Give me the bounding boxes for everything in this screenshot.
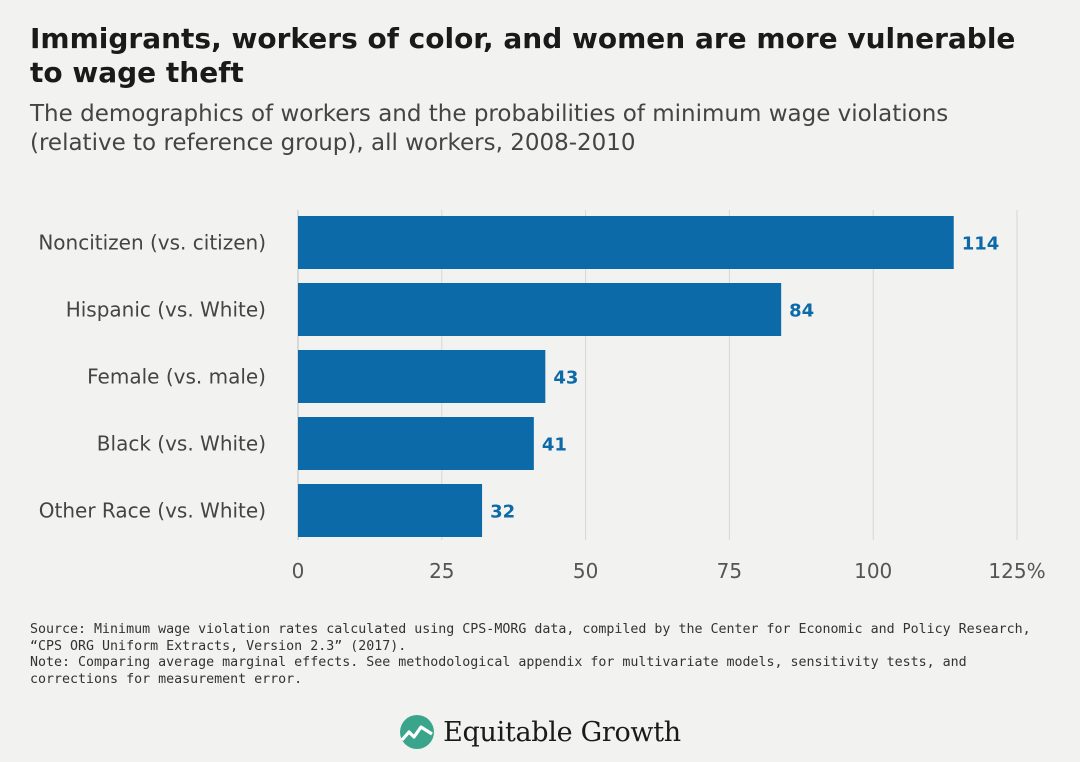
- category-label: Hispanic (vs. White): [66, 298, 266, 322]
- x-tick-label: 75: [717, 559, 742, 583]
- x-tick-label: 125%: [988, 559, 1045, 583]
- category-label: Black (vs. White): [97, 432, 266, 456]
- chart-notes: Source: Minimum wage violation rates cal…: [30, 622, 1050, 688]
- chart-title: Immigrants, workers of color, and women …: [30, 22, 1016, 89]
- category-label: Other Race (vs. White): [39, 499, 266, 523]
- data-label: 32: [490, 502, 515, 523]
- bar: [298, 484, 483, 537]
- x-tick-label: 25: [429, 559, 454, 583]
- methodology-note: Note: Comparing average marginal effects…: [30, 655, 967, 687]
- bars: [298, 216, 954, 537]
- bar: [298, 350, 546, 403]
- x-tick-label: 0: [292, 559, 305, 583]
- category-labels: Noncitizen (vs. citizen) Hispanic (vs. Wh…: [38, 231, 266, 523]
- x-axis-ticks: 0 25 50 75 100 125%: [292, 559, 1046, 583]
- data-label: 41: [542, 435, 567, 456]
- data-label: 114: [962, 234, 1000, 255]
- source-note: Source: Minimum wage violation rates cal…: [30, 622, 1031, 654]
- logo: Equitable Growth: [0, 714, 1080, 750]
- bar-chart: Noncitizen (vs. citizen) Hispanic (vs. Wh…: [38, 210, 1046, 583]
- x-tick-label: 100: [854, 559, 892, 583]
- chart-subtitle: The demographics of workers and the prob…: [30, 101, 949, 156]
- bar: [298, 216, 954, 269]
- category-label: Female (vs. male): [87, 365, 266, 389]
- category-label: Noncitizen (vs. citizen): [38, 231, 266, 255]
- bar: [298, 417, 534, 470]
- x-tick-label: 50: [573, 559, 598, 583]
- equitable-growth-logo-icon: [400, 715, 435, 749]
- data-label: 43: [553, 368, 578, 389]
- data-labels: 114 84 43 41 32: [490, 234, 999, 523]
- data-label: 84: [789, 301, 814, 322]
- bar: [298, 283, 782, 336]
- logo-text: Equitable Growth: [443, 716, 681, 748]
